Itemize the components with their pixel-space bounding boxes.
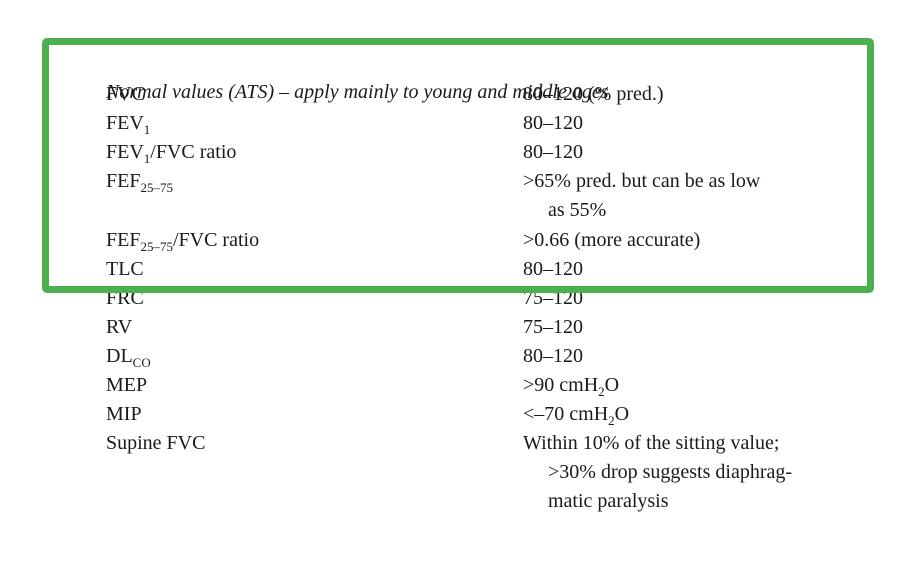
text-segment: /FVC ratio — [150, 141, 237, 164]
row-value: 80–120 — [523, 257, 583, 281]
text-segment: >30% drop suggests diaphrag- — [548, 461, 793, 484]
text-segment: >90 cmH — [523, 374, 599, 396]
row-value: 80–120 — [523, 344, 583, 368]
row-value: <–70 cmH2O — [523, 402, 630, 429]
text-segment: FEV — [106, 112, 144, 135]
row-value: 80–120 — [523, 140, 583, 164]
row-label: FEV1/FVC ratio — [106, 140, 237, 167]
text-segment: <–70 cmH — [523, 403, 609, 426]
text-segment: Supine FVC — [106, 432, 206, 455]
text-segment: 80–120 — [523, 344, 583, 367]
highlight-box — [42, 38, 874, 293]
row-label: FEV1 — [106, 111, 151, 138]
subscript: CO — [132, 354, 151, 370]
row-label: Supine FVC — [106, 431, 205, 455]
row-label: MIP — [106, 402, 142, 426]
row-value: as 55% — [548, 198, 606, 222]
text-segment: 75–120 — [523, 315, 583, 338]
text-segment: FEV — [106, 141, 144, 164]
text-segment: as 55% — [548, 199, 607, 222]
row-value: 80–120 — [523, 111, 583, 135]
text-segment: MEP — [106, 374, 148, 396]
text-segment: 80–120 — [523, 257, 583, 280]
row-value: >0.66 (more accurate) — [523, 228, 700, 252]
text-segment: 80–120 — [523, 112, 583, 135]
text-segment: FEF — [106, 170, 141, 193]
row-label: DLCO — [106, 344, 151, 370]
row-label: RV — [106, 315, 132, 339]
row-value: >90 cmH2O — [523, 373, 620, 399]
row-value: >30% drop suggests diaphrag- — [548, 460, 792, 484]
text-segment: 80–120 — [523, 141, 583, 164]
text-segment: O — [614, 403, 630, 426]
subscript: 25–75 — [140, 238, 173, 254]
row-label: MEP — [106, 373, 147, 397]
text-segment: Within 10% of the sitting value; — [523, 432, 780, 455]
subscript: 1 — [143, 122, 151, 138]
text-segment: O — [604, 374, 620, 396]
text-segment: TLC — [106, 257, 144, 280]
text-segment: RV — [106, 315, 133, 338]
text-segment: matic paralysis — [548, 490, 669, 513]
text-segment: MIP — [106, 403, 142, 426]
text-segment: /FVC ratio — [172, 228, 260, 251]
table-note: Normal values (ATS) – apply mainly to yo… — [106, 81, 609, 103]
row-value: 80–120 (% pred.) — [523, 82, 664, 106]
subscript: 25–75 — [140, 180, 173, 196]
text-segment: DL — [106, 344, 133, 367]
text-segment: FVC — [106, 83, 145, 105]
subscript: 2 — [598, 384, 605, 399]
row-label: TLC — [106, 257, 144, 281]
row-value: Within 10% of the sitting value; — [523, 431, 779, 455]
row-value: 75–120 — [523, 315, 583, 339]
row-label: FVC — [106, 82, 145, 106]
text-segment: >0.66 (more accurate) — [523, 228, 701, 251]
row-value: matic paralysis — [548, 489, 669, 513]
row-label: FEF25–75 — [106, 169, 173, 196]
row-value: >65% pred. but can be as low — [523, 169, 760, 193]
text-segment: >65% pred. but can be as low — [523, 170, 761, 193]
subscript: 1 — [143, 151, 151, 167]
text-segment: 80–120 (% pred.) — [523, 83, 664, 105]
subscript: 2 — [608, 413, 615, 429]
row-label: FEF25–75/FVC ratio — [106, 228, 260, 254]
text-segment: FEF — [106, 228, 141, 251]
